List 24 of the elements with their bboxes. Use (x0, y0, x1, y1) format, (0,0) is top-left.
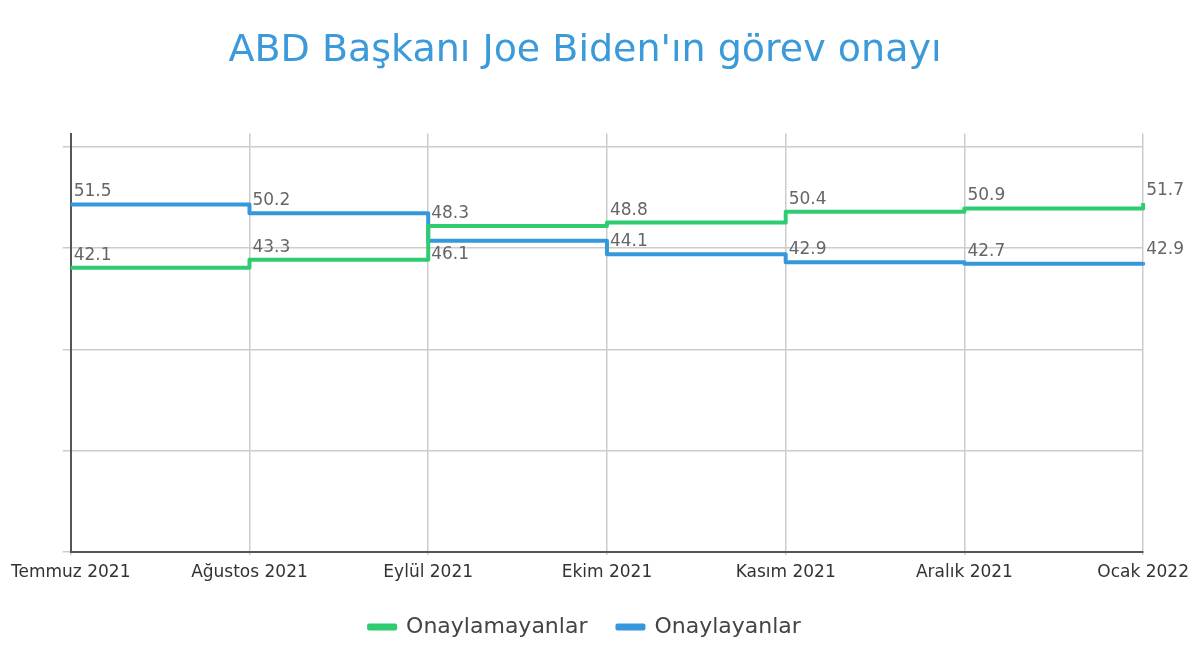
x-tick-label: Eylül 2021 (383, 561, 474, 582)
data-label: 50.2 (252, 189, 291, 210)
data-label: 51.7 (1146, 178, 1185, 199)
x-tick-label: Ekim 2021 (561, 561, 653, 582)
data-label: 51.5 (73, 180, 112, 201)
chart-title: ABD Başkanı Joe Biden'ın görev onayı (228, 25, 942, 70)
data-label: 42.9 (1146, 238, 1185, 259)
x-tick-label: Ağustos 2021 (191, 561, 308, 582)
x-tick-label: Temmuz 2021 (9, 561, 131, 582)
data-label: 42.7 (967, 239, 1006, 260)
data-label: 42.9 (788, 238, 827, 259)
data-label: 48.3 (431, 201, 470, 222)
legend-label: Onaylayanlar (654, 612, 802, 638)
legend-label: Onaylamayanlar (406, 612, 589, 638)
data-label: 43.3 (252, 235, 291, 256)
data-label: 50.9 (967, 184, 1006, 205)
x-tick-label: Aralık 2021 (915, 561, 1013, 582)
data-label: 42.1 (73, 243, 112, 264)
data-label: 48.8 (609, 198, 648, 219)
x-tick-label: Ocak 2022 (1097, 561, 1190, 582)
data-label: 50.4 (788, 187, 827, 208)
data-label: 44.1 (609, 230, 648, 251)
data-label: 46.1 (431, 242, 470, 263)
x-tick-label: Kasım 2021 (735, 561, 836, 582)
